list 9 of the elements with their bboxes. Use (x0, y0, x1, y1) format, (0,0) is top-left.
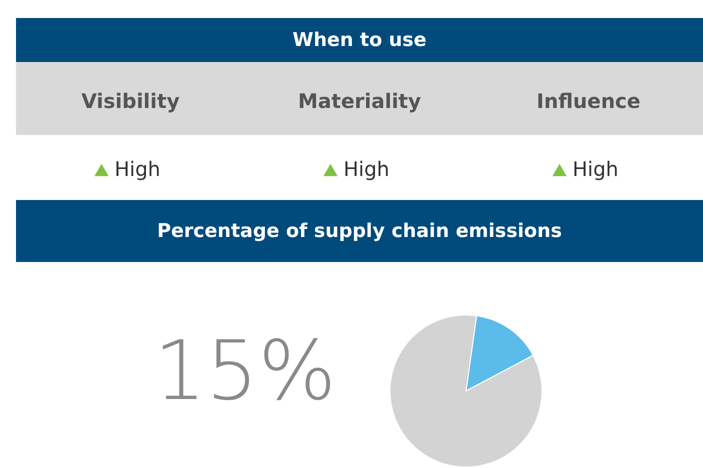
text: 15% (154, 324, 336, 419)
category-label: Visibility (81, 89, 180, 113)
chart-title: Percentage of supply chain emissions (157, 220, 562, 242)
text: High (114, 157, 160, 181)
text: High (572, 157, 618, 181)
text: High (344, 157, 390, 181)
category-label: Materiality (298, 89, 422, 113)
text: When to use (292, 29, 426, 51)
category-label: Influence (536, 89, 640, 113)
